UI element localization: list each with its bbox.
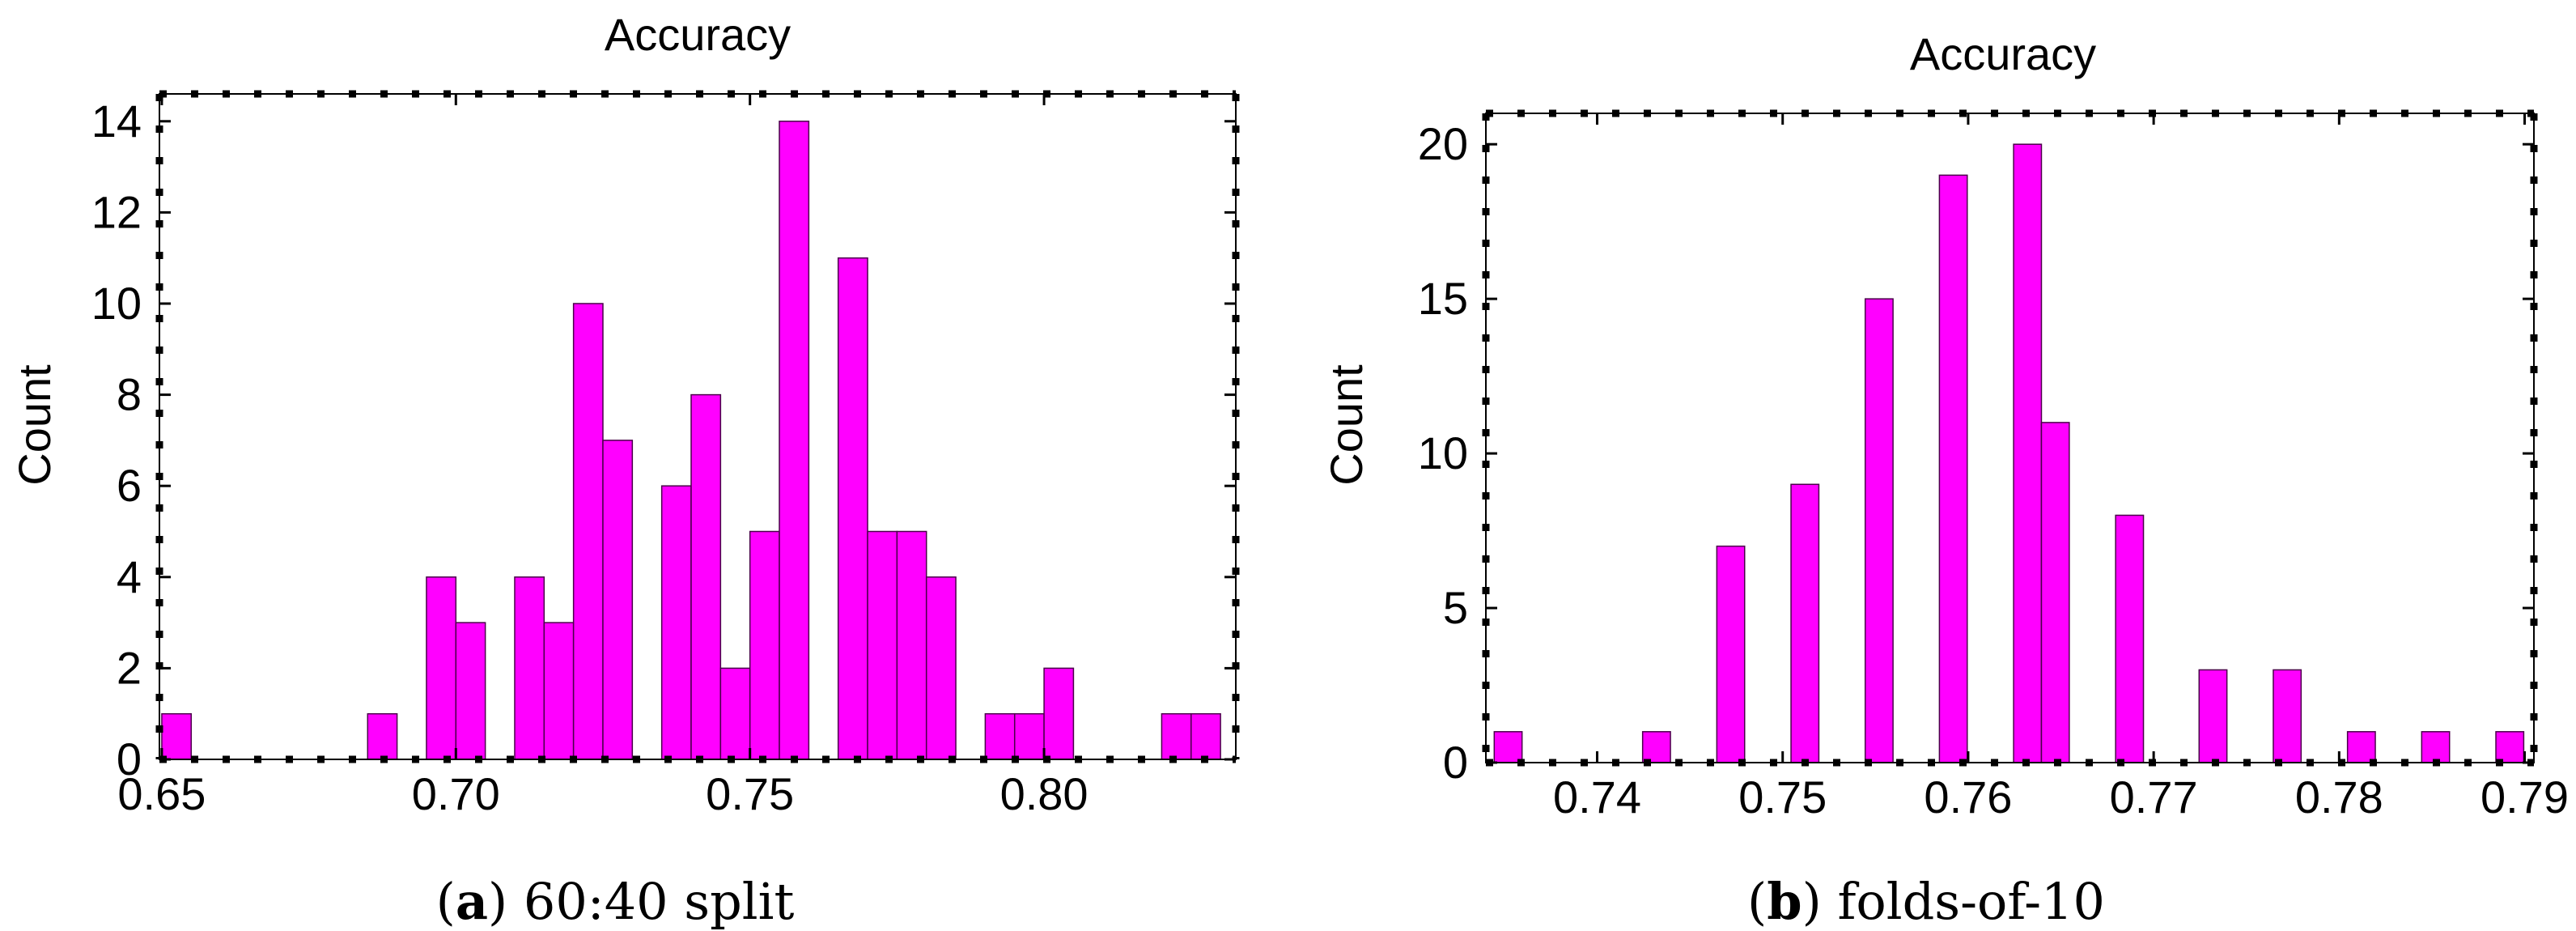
y-tick-label: 20 — [1418, 118, 1468, 169]
x-tick-label: 0.79 — [2481, 772, 2569, 823]
bar — [2040, 422, 2070, 763]
caption-text: 60:40 split — [507, 872, 794, 931]
bar — [161, 712, 192, 760]
y-tick-label: 8 — [117, 369, 142, 420]
x-tick-label: 0.78 — [2295, 772, 2383, 823]
y-tick-label: 2 — [117, 642, 142, 693]
x-tick-labels: 0.74 0.75 0.76 0.77 0.78 0.79 — [1553, 772, 2569, 823]
caption-text: folds-of-10 — [1822, 872, 2105, 931]
caption: (a) 60:40 split — [436, 872, 795, 931]
bar — [690, 393, 722, 760]
bar — [543, 622, 575, 760]
bar — [2115, 514, 2145, 763]
y-tick-label: 14 — [91, 96, 142, 147]
bar — [2421, 731, 2451, 763]
bar — [984, 712, 1016, 760]
x-tick-label: 0.74 — [1553, 772, 1641, 823]
chart-title: Accuracy — [605, 9, 791, 60]
y-tick-label: 12 — [91, 186, 142, 237]
bar — [1641, 731, 1671, 763]
y-tick-label: 10 — [91, 278, 142, 329]
bars — [161, 121, 1221, 760]
x-tick-label: 0.70 — [412, 768, 500, 819]
ticks — [1482, 109, 2538, 767]
x-tick-labels: 0.65 0.70 0.75 0.80 — [117, 768, 1088, 819]
y-tick-label: 4 — [117, 551, 142, 602]
bar — [2346, 731, 2376, 763]
bar — [1493, 731, 1523, 763]
bar — [1716, 545, 1746, 763]
bar — [719, 667, 751, 760]
bar — [867, 530, 898, 760]
bar — [2495, 731, 2525, 763]
y-tick-label: 15 — [1418, 273, 1468, 324]
bar — [2198, 669, 2228, 763]
ticks — [155, 90, 1240, 763]
y-axis-title: Count — [9, 364, 60, 486]
bar — [1864, 298, 1894, 763]
bar — [1161, 712, 1192, 760]
bar — [1190, 712, 1221, 760]
bar — [2273, 669, 2302, 763]
bar — [1790, 483, 1820, 763]
bar — [455, 622, 486, 760]
y-axis-title: Count — [1321, 364, 1372, 486]
bar — [837, 257, 868, 760]
bars — [1493, 143, 2525, 763]
y-tick-label: 6 — [117, 460, 142, 511]
x-tick-label: 0.65 — [117, 768, 206, 819]
bar — [572, 303, 604, 760]
bar — [602, 440, 634, 760]
x-tick-label: 0.80 — [1000, 768, 1089, 819]
x-tick-label: 0.77 — [2110, 772, 2198, 823]
x-tick-label: 0.75 — [1738, 772, 1827, 823]
bar — [1013, 712, 1045, 760]
panel-a: Accuracy Count 0.65 0.70 0.75 0.80 0 2 4 6 8 10 1… — [9, 9, 1240, 931]
bar — [367, 712, 398, 760]
caption: (b) folds-of-10 — [1747, 872, 2105, 931]
y-tick-labels: 0 2 4 6 8 10 12 14 — [91, 96, 142, 784]
y-tick-label: 5 — [1443, 582, 1468, 633]
bar — [1938, 174, 1968, 763]
y-tick-label: 10 — [1418, 427, 1468, 478]
y-tick-labels: 0 5 10 15 20 — [1418, 118, 1468, 788]
x-tick-label: 0.76 — [1924, 772, 2012, 823]
panel-b: Accuracy Count 0.74 0.75 0.76 0.77 0.78 0.79 … — [1321, 28, 2569, 931]
bar — [896, 530, 927, 760]
bar — [426, 576, 457, 760]
caption-label: a — [456, 872, 488, 931]
y-tick-label: 0 — [1443, 737, 1468, 788]
bar — [514, 576, 545, 760]
bar — [779, 121, 810, 760]
bar — [1043, 667, 1075, 760]
bar — [925, 576, 957, 760]
x-tick-label: 0.75 — [706, 768, 794, 819]
bar — [749, 530, 780, 760]
plot-frame — [1485, 113, 2535, 763]
bar — [660, 485, 692, 760]
chart-title: Accuracy — [1910, 28, 2096, 79]
caption-label: b — [1767, 872, 1802, 931]
y-tick-label: 0 — [117, 733, 142, 784]
bar — [2013, 143, 2043, 763]
